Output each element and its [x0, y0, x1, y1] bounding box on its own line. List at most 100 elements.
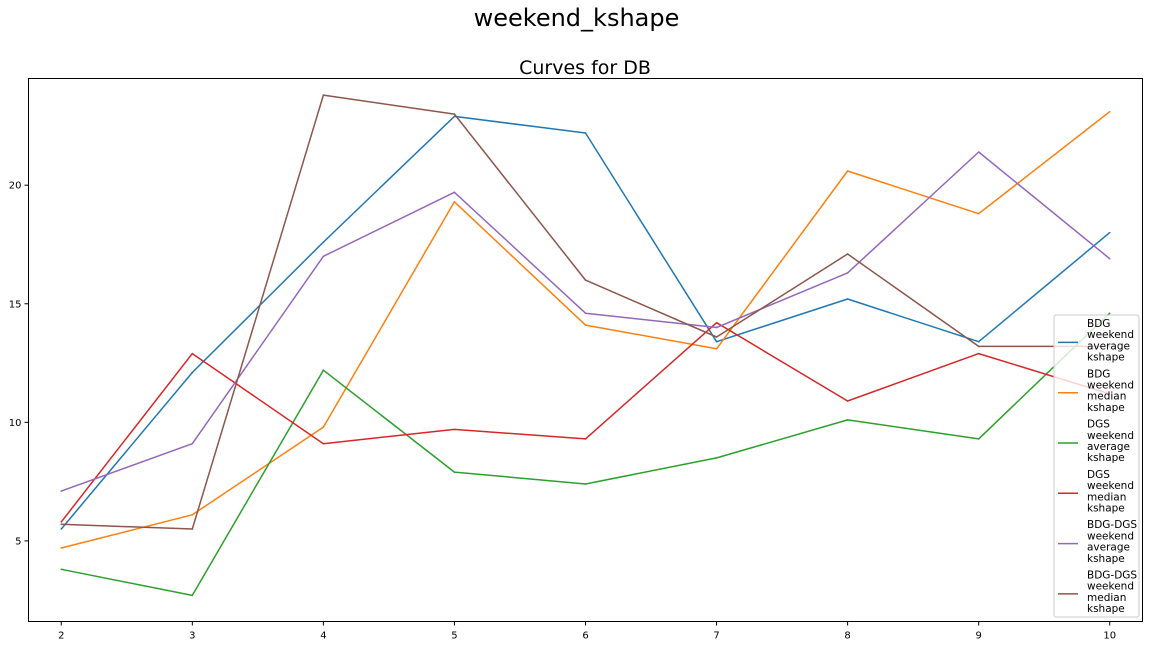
- series-1-point: [715, 340, 718, 343]
- series-3-point: [977, 438, 980, 440]
- series-3-point: [453, 471, 456, 473]
- figure-suptitle: weekend_kshape: [473, 4, 680, 32]
- series-line-3: [61, 312, 1111, 597]
- series-2-point: [584, 324, 587, 326]
- legend-label: weekend: [1087, 329, 1134, 341]
- series-2-point: [715, 348, 718, 350]
- legend-label: average: [1087, 542, 1130, 554]
- series-1-point: [1108, 231, 1111, 234]
- series-1-point: [60, 528, 63, 530]
- legend-label: weekend: [1087, 430, 1134, 442]
- legend-label: weekend: [1087, 581, 1134, 593]
- x-tick-label: 2: [58, 631, 64, 642]
- legend-label: weekend: [1087, 530, 1134, 542]
- series-4-point: [584, 438, 587, 440]
- legend-label: BDG-DGS: [1087, 570, 1137, 582]
- series-4-point: [715, 321, 718, 324]
- x-tick-label: 3: [189, 631, 195, 642]
- series-4-point: [60, 521, 63, 523]
- legend-box: [1053, 314, 1140, 618]
- series-5-point: [1108, 257, 1111, 260]
- series-6-point: [60, 523, 63, 526]
- legend-label: median: [1087, 391, 1126, 403]
- series-6-point: [977, 345, 980, 348]
- y-tick-label: 20: [9, 181, 22, 192]
- series-2-point: [60, 547, 63, 549]
- series-1-point: [977, 340, 980, 343]
- series-5-point: [453, 191, 456, 194]
- series-4-point: [846, 400, 849, 402]
- x-tick-label: 4: [320, 631, 326, 642]
- y-tick-label: 10: [9, 418, 22, 429]
- legend-label: BDG-DGS: [1087, 519, 1137, 531]
- legend: BDGweekendaveragekshapeBDGweekendmediank…: [1053, 314, 1140, 618]
- series-layer: [60, 94, 1111, 597]
- legend-label: median: [1087, 592, 1126, 604]
- x-tick-label: 6: [582, 631, 588, 642]
- series-4-point: [977, 352, 980, 355]
- y-tick-label: 15: [9, 299, 22, 310]
- y-axis: 5 10 15 20: [9, 181, 29, 547]
- series-1-point: [322, 241, 325, 243]
- series-2-point: [322, 426, 325, 428]
- x-tick-label: 10: [1103, 631, 1116, 642]
- series-2-point: [1108, 110, 1111, 113]
- series-6-point: [846, 253, 849, 255]
- series-3-point: [60, 568, 63, 571]
- series-3-point: [322, 369, 325, 371]
- series-2-point: [977, 212, 980, 215]
- series-5-point: [846, 272, 849, 274]
- series-5-point: [715, 326, 718, 329]
- series-2-point: [191, 513, 194, 516]
- series-1-point: [453, 115, 456, 118]
- series-5-point: [322, 255, 325, 258]
- x-tick-label: 5: [451, 631, 457, 642]
- legend-label: kshape: [1087, 352, 1125, 364]
- series-5-point: [60, 490, 63, 492]
- series-1-point: [191, 371, 194, 374]
- legend-label: kshape: [1087, 402, 1125, 414]
- series-line-4: [60, 321, 1110, 523]
- series-1-point: [846, 298, 849, 300]
- legend-label: weekend: [1087, 480, 1134, 492]
- series-4-point: [191, 352, 194, 355]
- series-line-1: [60, 115, 1111, 530]
- legend-label: kshape: [1087, 553, 1125, 565]
- series-3-point: [191, 594, 194, 597]
- series-4-point: [322, 442, 325, 445]
- y-tick-label: 5: [15, 536, 21, 547]
- x-tick-label: 7: [713, 631, 719, 642]
- legend-label: DGS: [1087, 419, 1110, 431]
- series-2-point: [846, 170, 849, 172]
- series-5-point: [584, 312, 587, 315]
- series-6-point: [453, 113, 456, 115]
- legend-label: kshape: [1087, 452, 1125, 464]
- legend-label: BDG: [1087, 368, 1110, 380]
- series-3-point: [846, 419, 849, 421]
- series-6-point: [191, 528, 194, 530]
- series-line-6: [61, 94, 1110, 530]
- plot-frame: [28, 78, 1143, 622]
- series-4-point: [453, 428, 456, 431]
- x-axis: 2 3 4 5 6 7 8 9 10: [58, 621, 1116, 642]
- series-5-point: [977, 151, 980, 153]
- series-5-point: [191, 442, 194, 445]
- legend-label: DGS: [1087, 469, 1110, 481]
- series-6-point: [322, 94, 325, 96]
- series-2-point: [453, 201, 456, 203]
- legend-label: weekend: [1087, 380, 1134, 392]
- legend-label: BDG: [1087, 318, 1110, 330]
- x-tick-label: 8: [844, 631, 850, 642]
- legend-label: average: [1087, 441, 1130, 453]
- series-6-point: [584, 279, 587, 281]
- series-1-point: [584, 132, 587, 134]
- series-6-point: [715, 336, 718, 338]
- series-3-point: [584, 483, 587, 485]
- legend-label: median: [1087, 491, 1126, 503]
- chart-title: Curves for DB: [519, 57, 651, 79]
- legend-label: kshape: [1087, 503, 1125, 515]
- series-3-point: [715, 457, 718, 459]
- series-3-point: [1108, 312, 1111, 315]
- legend-label: kshape: [1087, 603, 1125, 615]
